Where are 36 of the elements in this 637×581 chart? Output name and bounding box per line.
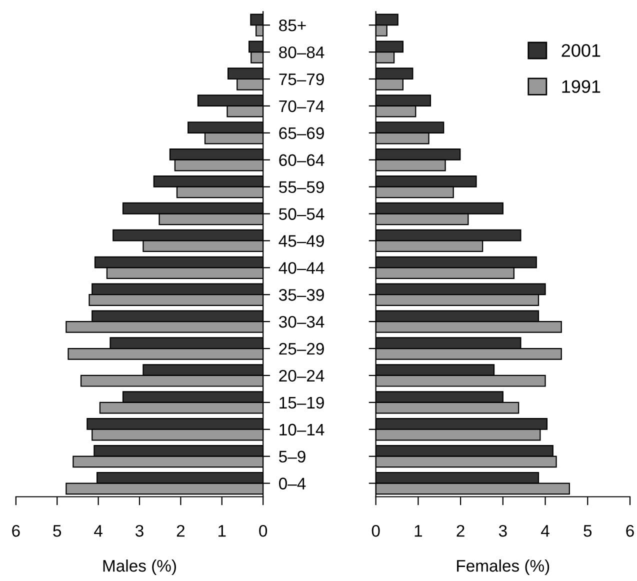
x-tick-label: 0 bbox=[372, 524, 380, 537]
x-tick-label: 5 bbox=[53, 525, 62, 537]
y-tick-label: 15–19 bbox=[280, 396, 324, 409]
y-tick-label: 75–79 bbox=[279, 73, 324, 86]
y-tick-label: 20–24 bbox=[279, 370, 324, 382]
x-tick-label: 4 bbox=[94, 525, 102, 537]
y-tick-label: 0–4 bbox=[279, 478, 306, 490]
y-tick-label: 30–34 bbox=[278, 316, 324, 328]
y-tick-label: 10–14 bbox=[280, 424, 324, 436]
y-tick-label: 80–84 bbox=[279, 46, 324, 58]
y-tick-label: 5–9 bbox=[279, 450, 306, 463]
x-tick-label: 6 bbox=[626, 524, 634, 537]
y-tick-label: 50–54 bbox=[279, 208, 324, 220]
y-tick-label: 25–29 bbox=[279, 342, 324, 355]
y-tick-label: 35–39 bbox=[278, 289, 324, 301]
legend-label: 1991 bbox=[562, 80, 600, 93]
y-tick-label: 55–59 bbox=[279, 181, 324, 194]
x-axis-title: Males (%) bbox=[103, 560, 176, 576]
x-axis-title: Females (%) bbox=[457, 560, 550, 576]
y-tick-label: 45–49 bbox=[278, 235, 324, 247]
y-tick-label: 70–74 bbox=[279, 100, 324, 112]
y-tick-label: 40–44 bbox=[278, 262, 324, 274]
x-tick-label: 3 bbox=[136, 524, 144, 537]
x-tick-label: 1 bbox=[218, 525, 226, 537]
y-tick-label: 65–69 bbox=[279, 127, 324, 140]
x-tick-label: 4 bbox=[541, 525, 550, 537]
x-tick-label: 2 bbox=[456, 524, 464, 537]
x-tick-label: 2 bbox=[176, 524, 184, 537]
y-tick-label: 85+ bbox=[279, 19, 306, 32]
x-tick-label: 5 bbox=[584, 525, 592, 537]
x-tick-label: 0 bbox=[259, 524, 268, 537]
y-tick-label: 60–64 bbox=[279, 154, 324, 166]
x-tick-label: 3 bbox=[498, 524, 507, 537]
x-tick-label: 1 bbox=[414, 525, 422, 537]
x-tick-label: 6 bbox=[12, 524, 20, 537]
legend-label: 2001 bbox=[562, 44, 600, 57]
